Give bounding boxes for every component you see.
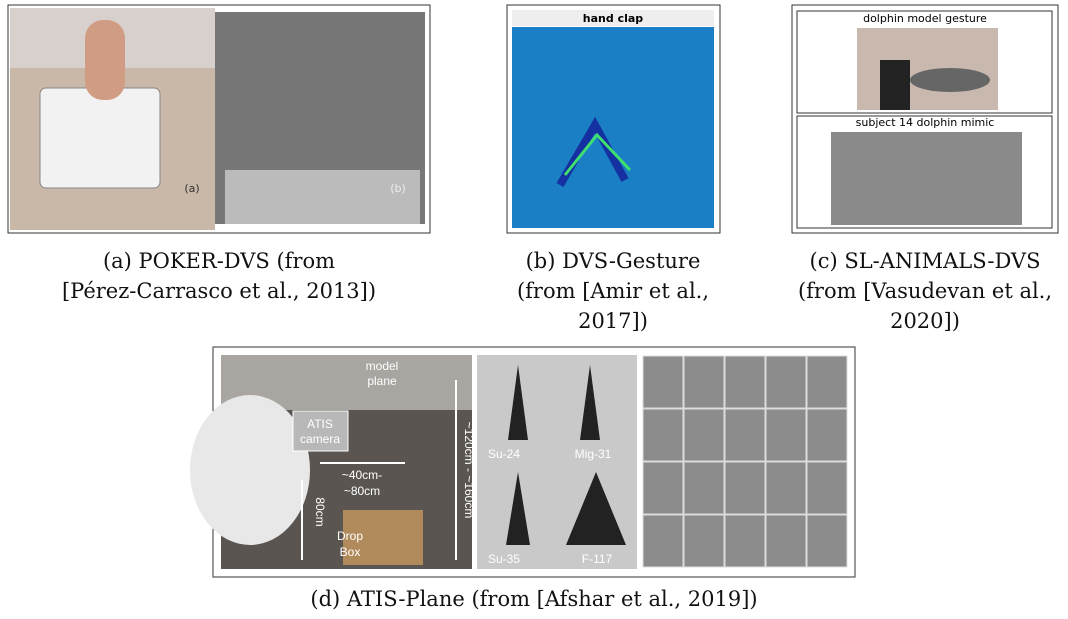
dvs-noise <box>225 170 420 224</box>
caption: (a) POKER-DVS (from <box>103 249 335 273</box>
caption: (d) ATIS-Plane (from [Afshar et al., 201… <box>310 587 757 611</box>
plane-label: Su-24 <box>488 447 520 461</box>
caption: (b) DVS-Gesture <box>526 249 701 273</box>
scene-label: ~120cm - ~160cm <box>462 422 476 519</box>
grid-cell <box>684 409 724 461</box>
figure: (a) (b) (a) POKER-DVS (from [Pérez-Carra… <box>0 0 1068 619</box>
grid-cell <box>643 462 683 514</box>
scene-label: 80cm <box>313 497 327 526</box>
caption: 2020]) <box>890 309 960 333</box>
plane-label: Mig-31 <box>575 447 612 461</box>
person <box>880 60 910 110</box>
scene-label: ~80cm <box>344 484 380 498</box>
caption: (c) SL-ANIMALS-DVS <box>810 249 1041 273</box>
image-label: subject 14 dolphin mimic <box>856 116 995 129</box>
grid-cell <box>725 515 765 567</box>
cards <box>40 88 160 188</box>
image-label: dolphin model gesture <box>863 12 987 25</box>
table <box>190 395 310 545</box>
scene-label: ~40cm- <box>342 468 382 482</box>
dolphin <box>910 68 990 92</box>
scene-label: plane <box>367 374 397 388</box>
grid-cell <box>766 515 806 567</box>
grid-cell <box>725 356 765 408</box>
event-grid <box>831 132 1022 225</box>
grid-cell <box>807 462 847 514</box>
grid-cell <box>766 462 806 514</box>
grid-cell <box>725 462 765 514</box>
scene-label: model <box>366 359 399 373</box>
scene-label: ATIS <box>307 417 333 431</box>
grid-cell <box>807 356 847 408</box>
scene-label: Drop <box>337 529 363 543</box>
grid-cell <box>807 515 847 567</box>
inset-label: (a) <box>184 182 199 195</box>
grid-cell <box>643 515 683 567</box>
event-image <box>512 27 714 228</box>
grid-cell <box>766 356 806 408</box>
inset-label: (b) <box>390 182 406 195</box>
grid-cell <box>643 409 683 461</box>
caption: 2017]) <box>578 309 648 333</box>
caption: (from [Vasudevan et al., <box>798 279 1052 303</box>
image-title: hand clap <box>583 12 644 25</box>
grid-cell <box>684 356 724 408</box>
plane-label: Su-35 <box>488 552 520 566</box>
grid-cell <box>725 409 765 461</box>
scene-label: Box <box>340 545 361 559</box>
plane-label: F-117 <box>582 552 613 566</box>
caption: [Pérez-Carrasco et al., 2013]) <box>62 279 376 303</box>
grid-cell <box>643 356 683 408</box>
thumb <box>85 20 125 100</box>
caption: (from [Amir et al., <box>517 279 709 303</box>
event-grid <box>643 356 847 567</box>
grid-cell <box>766 409 806 461</box>
grid-cell <box>684 462 724 514</box>
grid-cell <box>684 515 724 567</box>
grid-cell <box>807 409 847 461</box>
scene-label: camera <box>300 432 340 446</box>
photo <box>857 28 998 110</box>
